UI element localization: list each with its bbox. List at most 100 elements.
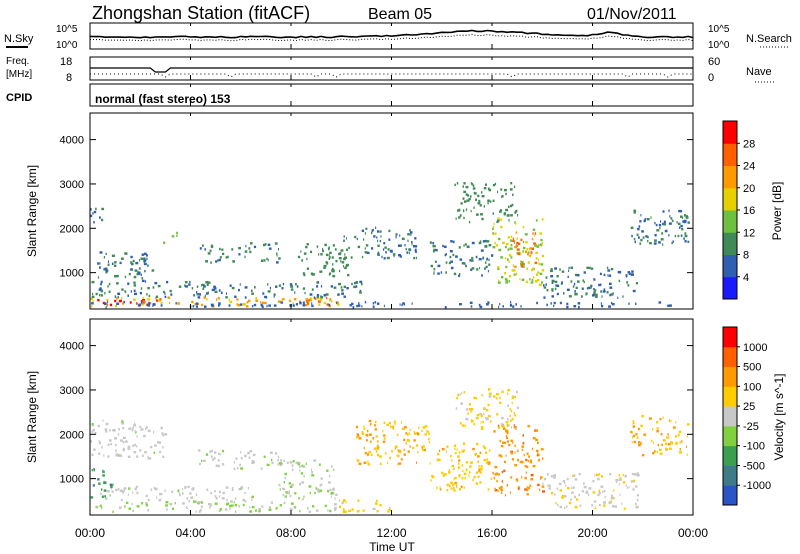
data-cell <box>284 476 287 480</box>
data-cell <box>395 233 398 236</box>
data-cell <box>631 270 634 273</box>
data-cell <box>329 509 332 513</box>
data-cell <box>289 283 293 286</box>
data-cell <box>179 493 181 497</box>
data-cell <box>128 272 131 276</box>
data-cell <box>215 464 219 467</box>
data-cell <box>459 393 461 396</box>
data-cell <box>502 305 504 308</box>
data-cell <box>550 492 553 495</box>
data-cell <box>556 284 560 288</box>
data-cell <box>686 435 688 438</box>
data-cell <box>678 209 681 213</box>
data-cell <box>251 498 253 501</box>
data-cell <box>384 452 387 455</box>
data-cell <box>113 429 116 432</box>
data-cell <box>439 486 441 489</box>
data-cell <box>460 202 463 205</box>
data-cell <box>574 478 578 481</box>
data-cell <box>306 267 309 270</box>
data-cell <box>130 290 132 293</box>
data-cell <box>141 301 143 304</box>
data-cell <box>659 448 662 451</box>
data-cell <box>351 282 353 286</box>
data-cell <box>292 302 294 305</box>
data-cell <box>684 214 687 217</box>
data-cell <box>169 289 172 293</box>
data-cell <box>444 473 447 476</box>
data-cell <box>276 254 278 257</box>
data-cell <box>169 301 171 305</box>
data-cell <box>474 192 477 195</box>
data-cell <box>478 258 482 261</box>
data-cell <box>367 429 369 433</box>
data-cell <box>107 285 109 288</box>
data-cell <box>292 304 295 307</box>
data-cell <box>167 296 171 299</box>
data-cell <box>248 299 251 302</box>
data-cell <box>573 283 576 286</box>
data-cell <box>354 282 356 285</box>
data-cell <box>656 427 659 430</box>
data-cell <box>236 467 239 470</box>
data-cell <box>121 422 124 425</box>
data-cell <box>278 257 281 260</box>
data-cell <box>615 479 619 482</box>
data-cell <box>93 469 96 472</box>
data-cell <box>97 276 100 279</box>
data-cell <box>470 410 472 413</box>
data-cell <box>338 252 341 256</box>
data-cell <box>514 395 516 399</box>
data-cell <box>101 207 104 211</box>
data-cell <box>470 182 473 185</box>
data-cell <box>251 461 254 465</box>
data-cell <box>299 469 301 472</box>
freq-tick-bottom: 8 <box>66 72 72 84</box>
data-cell <box>494 489 498 492</box>
data-cell <box>407 233 410 236</box>
data-cell <box>218 302 221 305</box>
data-cell <box>266 304 268 308</box>
data-cell <box>498 454 502 457</box>
data-cell <box>357 435 360 438</box>
data-cell <box>631 440 633 444</box>
data-cell <box>661 443 663 446</box>
data-cell <box>497 266 500 269</box>
data-cell <box>669 447 672 450</box>
data-cell <box>135 485 138 489</box>
data-cell <box>568 266 570 270</box>
colorbar-swatch <box>723 143 737 166</box>
data-cell <box>326 303 329 306</box>
data-cell <box>614 505 617 508</box>
data-cell <box>477 194 480 198</box>
data-cell <box>463 216 465 220</box>
data-cell <box>210 491 213 495</box>
data-cell <box>585 293 587 296</box>
data-cell <box>431 474 434 478</box>
data-cell <box>482 445 485 448</box>
data-cell <box>511 396 515 399</box>
data-cell <box>222 491 225 495</box>
data-cell <box>105 269 109 272</box>
data-cell <box>92 299 94 303</box>
data-cell <box>318 303 321 306</box>
data-cell <box>499 396 501 400</box>
data-cell <box>109 439 112 442</box>
data-cell <box>117 454 121 457</box>
data-cell <box>449 250 453 253</box>
data-cell <box>155 488 157 491</box>
colorbar-tick-label: 24 <box>743 161 755 173</box>
data-cell <box>609 472 612 476</box>
data-cell <box>157 441 160 444</box>
data-cell <box>457 393 459 397</box>
data-cell <box>124 440 128 443</box>
data-cell <box>309 293 313 296</box>
data-cell <box>635 433 638 436</box>
data-cell <box>609 282 612 285</box>
data-cell <box>231 504 234 507</box>
data-cell <box>429 241 432 244</box>
data-cell <box>504 278 507 281</box>
data-cell <box>316 488 320 492</box>
data-cell <box>238 505 241 508</box>
data-cell <box>570 498 572 501</box>
